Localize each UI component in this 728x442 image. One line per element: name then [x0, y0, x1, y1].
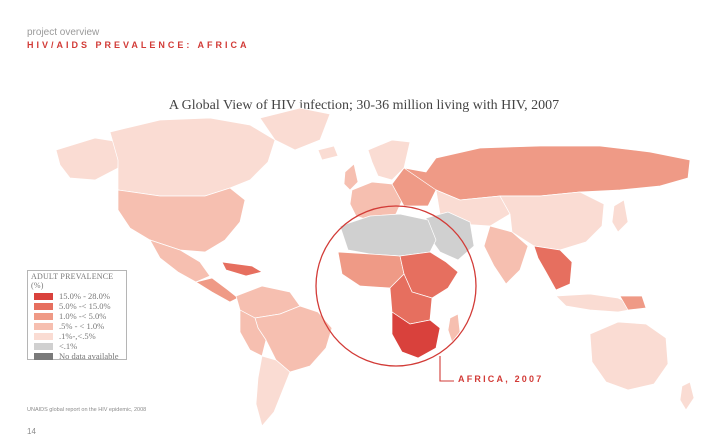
africa-leader-line	[439, 356, 454, 382]
region-mexico	[149, 239, 211, 283]
legend-swatch	[34, 312, 53, 320]
legend-item: .5% - < 1.0%	[31, 321, 123, 331]
legend-label: 1.0% -< 5.0%	[59, 311, 107, 321]
region-usa	[117, 187, 246, 253]
legend-swatch	[34, 342, 53, 350]
region-russia	[403, 145, 691, 201]
africa-highlight-circle	[315, 205, 477, 367]
source-note: UNAIDS global report on the HIV epidemic…	[27, 407, 147, 413]
region-central-america	[195, 277, 239, 303]
legend-rows: 15.0% - 28.0% 5.0% -< 15.0% 1.0% -< 5.0% .5…	[31, 291, 123, 361]
map-title: A Global View of HIV infection; 30-36 mi…	[168, 98, 560, 113]
legend-swatch	[34, 322, 53, 330]
legend-swatch	[34, 332, 53, 340]
region-canada	[109, 117, 276, 197]
legend-item: No data available	[31, 351, 123, 361]
region-china	[499, 191, 605, 251]
legend-item: 15.0% - 28.0%	[31, 291, 123, 301]
region-uk	[343, 163, 359, 191]
region-australia	[589, 321, 669, 391]
legend-label: 5.0% -< 15.0%	[59, 301, 111, 311]
legend-label: 15.0% - 28.0%	[59, 291, 110, 301]
legend-item: .1%-,<.5%	[31, 331, 123, 341]
header-title: HIV/AIDS PREVALENCE: AFRICA	[27, 40, 250, 50]
region-india	[483, 225, 529, 285]
region-alaska	[55, 137, 121, 181]
region-greenland	[259, 107, 331, 151]
region-west-africa	[337, 251, 405, 289]
legend-title: ADULT PREVALENCE (%)	[31, 272, 114, 290]
legend-label: <.1%	[59, 341, 78, 351]
region-madagascar	[447, 313, 461, 343]
region-southern-africa	[391, 311, 441, 359]
region-scandinavia	[367, 139, 411, 181]
legend: ADULT PREVALENCE (%) 15.0% - 28.0% 5.0% -…	[27, 270, 127, 361]
legend-item: 1.0% -< 5.0%	[31, 311, 123, 321]
legend-label: No data available	[59, 351, 119, 361]
region-southeast-asia	[533, 245, 573, 291]
legend-label: .5% - < 1.0%	[59, 321, 105, 331]
africa-region-label: AFRICA, 2007	[458, 374, 544, 384]
legend-swatch	[34, 292, 53, 300]
region-iceland	[317, 145, 339, 161]
legend-item: <.1%	[31, 341, 123, 351]
page-number: 14	[27, 427, 36, 436]
legend-label: .1%-,<.5%	[59, 331, 96, 341]
legend-swatch	[34, 302, 53, 310]
region-north-africa	[339, 213, 437, 257]
legend-swatch	[34, 352, 53, 360]
legend-item: 5.0% -< 15.0%	[31, 301, 123, 311]
region-peru-bolivia	[239, 309, 267, 357]
region-japan	[611, 199, 629, 233]
region-papua	[619, 295, 647, 311]
region-caribbean	[221, 261, 263, 277]
region-argentina-chile	[255, 355, 291, 427]
header-subtitle: project overview	[27, 27, 100, 38]
region-new-zealand	[679, 381, 695, 411]
